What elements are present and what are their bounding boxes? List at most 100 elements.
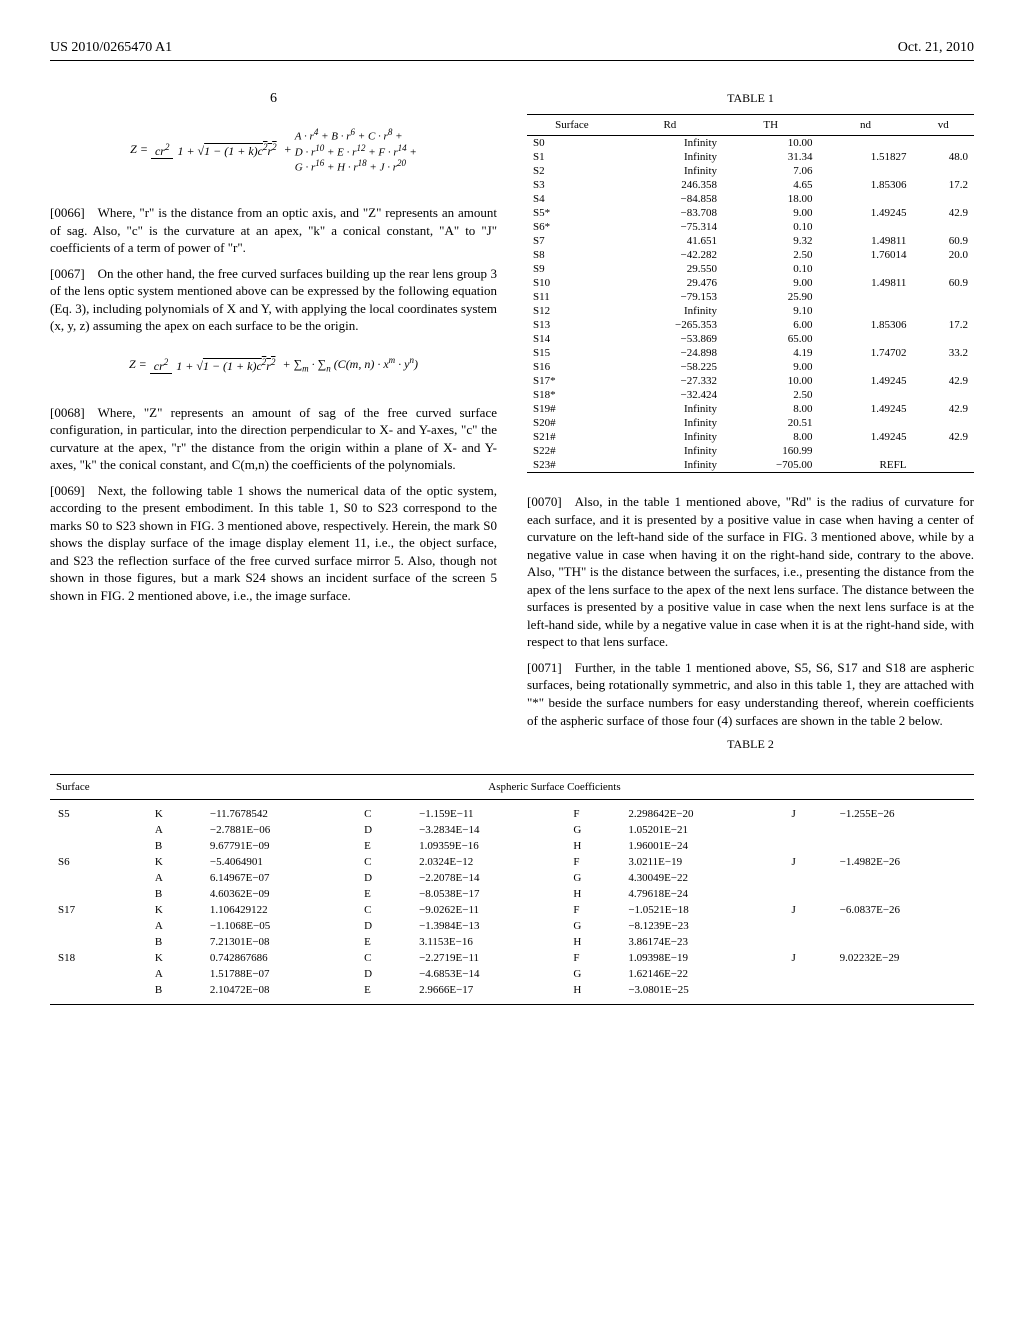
table-cell: S7 — [527, 234, 617, 248]
table-cell: C — [344, 902, 411, 918]
table-cell: 4.79618E−24 — [620, 886, 771, 902]
table-cell: 1.74702 — [818, 346, 912, 360]
table-row: S2Infinity7.06 — [527, 164, 974, 178]
page-number: 6 — [50, 91, 497, 107]
table-row: S22#Infinity160.99 — [527, 444, 974, 458]
table-cell: −79.153 — [617, 290, 723, 304]
table-cell: S17 — [50, 902, 135, 918]
table-cell — [818, 262, 912, 276]
table-cell — [772, 822, 832, 838]
table-row: S13−265.3536.001.8530617.2 — [527, 318, 974, 332]
paragraph-69: [0069] Next, the following table 1 shows… — [50, 482, 497, 605]
table-cell: K — [135, 950, 202, 966]
table-cell — [50, 822, 135, 838]
table-cell: 1.09398E−19 — [620, 950, 771, 966]
table-cell: −9.0262E−11 — [411, 902, 553, 918]
table-row: A1.51788E−07D−4.6853E−14G1.62146E−22 — [50, 966, 974, 982]
table-cell: K — [135, 800, 202, 823]
table-cell: REFL — [818, 458, 912, 473]
table-row: S929.5500.10 — [527, 262, 974, 276]
table-cell: H — [553, 934, 620, 950]
table-row: A6.14967E−07D−2.2078E−14G4.30049E−22 — [50, 870, 974, 886]
table-cell: 8.00 — [723, 430, 818, 444]
table-cell — [818, 290, 912, 304]
table-cell: 42.9 — [912, 402, 974, 416]
table-cell: −265.353 — [617, 318, 723, 332]
table-cell — [912, 388, 974, 402]
table-row: S12Infinity9.10 — [527, 304, 974, 318]
table-cell: D — [344, 918, 411, 934]
table-cell: B — [135, 982, 202, 1005]
table-cell: S5* — [527, 206, 617, 220]
table-cell: 10.00 — [723, 374, 818, 388]
table-cell: S0 — [527, 136, 617, 151]
table-cell: 20.0 — [912, 248, 974, 262]
table-cell: 4.30049E−22 — [620, 870, 771, 886]
equation-1: Z = cr21 + √1 − (1 + k)c2r2 + A · r4 + B… — [50, 127, 497, 174]
table-row: S11−79.15325.90 — [527, 290, 974, 304]
table-cell: 42.9 — [912, 430, 974, 444]
table-cell: S1 — [527, 150, 617, 164]
table-cell: −705.00 — [723, 458, 818, 473]
table-cell: S15 — [527, 346, 617, 360]
table-cell: 29.550 — [617, 262, 723, 276]
two-column-layout: 6 Z = cr21 + √1 − (1 + k)c2r2 + A · r4 +… — [50, 91, 974, 754]
table-cell: −1.0521E−18 — [620, 902, 771, 918]
table-cell — [818, 192, 912, 206]
table-cell: −42.282 — [617, 248, 723, 262]
table-cell: S14 — [527, 332, 617, 346]
table-cell: A — [135, 822, 202, 838]
table-cell: 7.21301E−08 — [202, 934, 344, 950]
table-cell: J — [772, 902, 832, 918]
table-cell: 33.2 — [912, 346, 974, 360]
paragraph-68: [0068] Where, "Z" represents an amount o… — [50, 404, 497, 474]
table2-header-coeffs: Aspheric Surface Coefficients — [135, 775, 974, 800]
table-cell: S21# — [527, 430, 617, 444]
table-row: S6*−75.3140.10 — [527, 220, 974, 234]
table1-header-cell: vd — [912, 115, 974, 136]
table-cell: S11 — [527, 290, 617, 304]
table-cell: 9.00 — [723, 360, 818, 374]
table-cell: −3.2834E−14 — [411, 822, 553, 838]
table-cell: 9.00 — [723, 206, 818, 220]
table-cell: S23# — [527, 458, 617, 473]
table-cell: 9.02232E−29 — [832, 950, 974, 966]
table-cell: 9.10 — [723, 304, 818, 318]
table-cell — [912, 416, 974, 430]
table-cell: Infinity — [617, 150, 723, 164]
table-cell: S3 — [527, 178, 617, 192]
pub-date: Oct. 21, 2010 — [898, 40, 974, 56]
table-cell: S2 — [527, 164, 617, 178]
table-cell — [832, 918, 974, 934]
table-cell: 1.62146E−22 — [620, 966, 771, 982]
table-cell — [50, 838, 135, 854]
table-row: S23#Infinity−705.00REFL — [527, 458, 974, 473]
table-cell: G — [553, 822, 620, 838]
table-cell: 18.00 — [723, 192, 818, 206]
table-cell: Infinity — [617, 416, 723, 430]
table-cell: 4.60362E−09 — [202, 886, 344, 902]
table-cell: 0.742867686 — [202, 950, 344, 966]
table-cell: C — [344, 950, 411, 966]
table-cell: 29.476 — [617, 276, 723, 290]
table-cell: F — [553, 854, 620, 870]
table-cell — [50, 982, 135, 1005]
table-cell — [772, 918, 832, 934]
table-cell: 41.651 — [617, 234, 723, 248]
table-cell: D — [344, 822, 411, 838]
table-cell: E — [344, 886, 411, 902]
table2-container: Surface Aspheric Surface Coefficients S5… — [50, 774, 974, 1005]
table-cell: G — [553, 918, 620, 934]
table-cell: −1.255E−26 — [832, 800, 974, 823]
table-cell: E — [344, 934, 411, 950]
table-row: S16−58.2259.00 — [527, 360, 974, 374]
table-cell: H — [553, 886, 620, 902]
page-header: US 2010/0265470 A1 Oct. 21, 2010 — [50, 40, 974, 61]
table-cell — [818, 136, 912, 151]
table-cell: −58.225 — [617, 360, 723, 374]
table-cell — [912, 192, 974, 206]
table-cell: −24.898 — [617, 346, 723, 360]
table-cell: −1.3984E−13 — [411, 918, 553, 934]
table-row: S0Infinity10.00 — [527, 136, 974, 151]
table-cell: 8.00 — [723, 402, 818, 416]
